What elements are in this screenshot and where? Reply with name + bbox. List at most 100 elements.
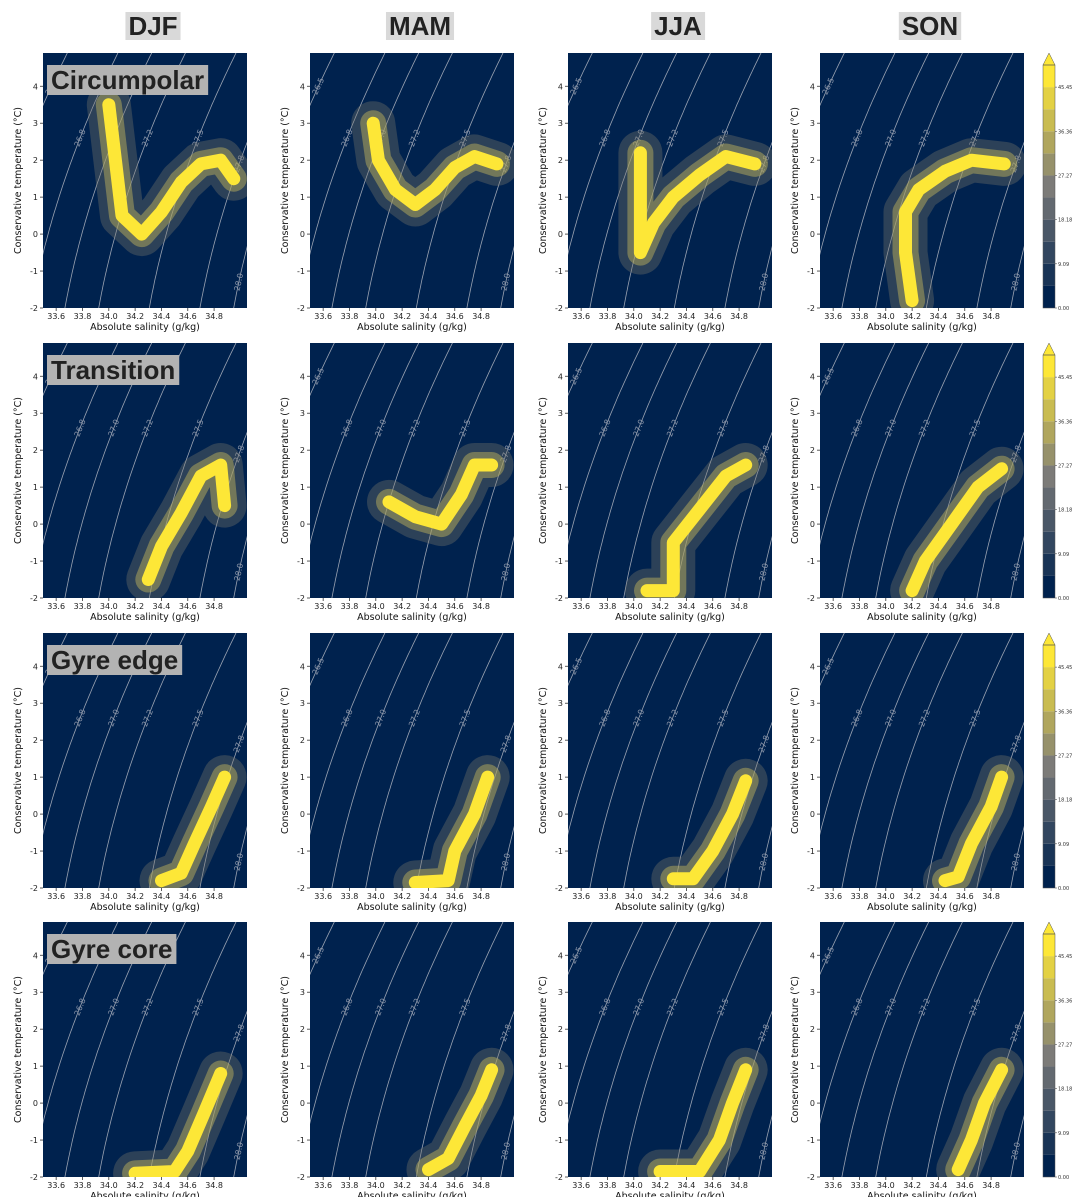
y-tick-label: 3: [33, 409, 38, 418]
y-tick-label: 2: [300, 446, 305, 455]
x-tick-label: 34.0: [877, 312, 895, 321]
isopycnal: [365, 922, 453, 1177]
density-core: [382, 458, 499, 531]
isopycnal: [589, 343, 678, 598]
x-tick-label: 34.8: [472, 312, 490, 321]
plot-background: [568, 53, 772, 308]
isopycnal: [466, 1010, 514, 1177]
colorbar-band: [1043, 219, 1055, 242]
y-axis-label: Conservative temperature (°C): [538, 976, 549, 1123]
x-tick-label: 34.0: [367, 1181, 385, 1190]
y-tick-label: 3: [33, 699, 38, 708]
colorbar-band: [1043, 934, 1055, 957]
isopycnal: [623, 343, 711, 598]
y-tick-label: 3: [300, 409, 305, 418]
colorbar-band: [1043, 1154, 1055, 1177]
y-tick-label: 0: [558, 1099, 563, 1108]
colorbar-band: [1043, 1088, 1055, 1111]
y-tick-label: 0: [300, 810, 305, 819]
isopycnal: [875, 922, 963, 1177]
x-tick-label: 33.8: [74, 892, 92, 901]
isopycnal: [233, 1114, 247, 1177]
x-tick-label: 34.2: [903, 312, 921, 321]
isopycnal: [43, 53, 68, 107]
isopycnal: [98, 53, 186, 308]
x-tick-label: 33.6: [824, 892, 842, 901]
x-tick-label: 33.8: [341, 602, 359, 611]
colorbar-band: [1043, 799, 1055, 822]
column-header: SON: [898, 11, 962, 41]
x-tick-label: 34.2: [651, 1181, 669, 1190]
x-axis-label: Absolute salinity (g/kg): [615, 322, 725, 333]
y-tick-label: -1: [30, 1136, 38, 1145]
plot-background: [43, 633, 247, 888]
colorbar-band: [1043, 733, 1055, 756]
colorbar-band: [1043, 465, 1055, 488]
plot-background: [310, 633, 514, 888]
x-tick-label: 34.4: [930, 312, 948, 321]
y-tick-label: -1: [555, 847, 563, 856]
colorbar-band: [1043, 377, 1055, 400]
y-axis-label: Conservative temperature (°C): [13, 976, 24, 1123]
colorbar-band: [1043, 978, 1055, 1001]
panel: 26.526.827.027.227.527.828.033.633.834.0…: [13, 633, 247, 913]
x-tick-label: 34.6: [446, 892, 464, 901]
plot-background: [310, 922, 514, 1177]
density-core: [633, 146, 762, 260]
isopycnal: [331, 922, 420, 1177]
isopycnal: [820, 53, 896, 256]
colorbar-band: [1043, 443, 1055, 466]
colorbar-band: [1043, 65, 1055, 88]
x-tick-label: 34.8: [982, 602, 1000, 611]
isopycnal-label: 28.0: [758, 1141, 771, 1160]
y-tick-label: 1: [300, 1062, 305, 1071]
isopycnal: [233, 535, 247, 598]
isopycnal: [820, 633, 845, 687]
y-tick-label: -1: [297, 267, 305, 276]
x-tick-label: 34.2: [393, 602, 411, 611]
y-tick-label: -2: [297, 594, 305, 603]
y-tick-label: 4: [558, 951, 563, 960]
colorbar-band: [1043, 87, 1055, 110]
x-tick-label: 34.6: [704, 602, 722, 611]
x-tick-label: 34.2: [651, 602, 669, 611]
x-axis-label: Absolute salinity (g/kg): [867, 612, 977, 623]
colorbar-band: [1043, 1000, 1055, 1023]
x-tick-label: 34.4: [420, 1181, 438, 1190]
y-tick-label: 4: [300, 951, 305, 960]
x-tick-label: 34.8: [982, 1181, 1000, 1190]
isopycnal: [589, 633, 678, 888]
x-tick-label: 34.0: [100, 892, 118, 901]
x-tick-label: 33.6: [824, 312, 842, 321]
y-tick-label: 4: [33, 662, 38, 671]
x-tick-label: 33.6: [824, 1181, 842, 1190]
y-tick-label: 0: [558, 810, 563, 819]
x-axis-label: Absolute salinity (g/kg): [615, 612, 725, 623]
x-tick-label: 34.2: [651, 312, 669, 321]
x-tick-label: 34.4: [930, 602, 948, 611]
colorbar-band: [1043, 1110, 1055, 1133]
density-core: [408, 770, 495, 888]
y-tick-label: 2: [33, 1025, 38, 1034]
isopycnal-label: 28.0: [233, 562, 246, 581]
colorbar-band: [1043, 777, 1055, 800]
x-tick-label: 34.6: [446, 312, 464, 321]
colorbar-tick-label: 36.36: [1058, 419, 1072, 425]
x-tick-label: 34.0: [367, 602, 385, 611]
isopycnal: [589, 53, 678, 308]
y-tick-label: 0: [300, 520, 305, 529]
colorbar-band: [1043, 109, 1055, 132]
y-tick-label: 2: [33, 446, 38, 455]
x-tick-label: 34.0: [877, 1181, 895, 1190]
x-tick-label: 34.4: [153, 892, 171, 901]
isopycnal: [1010, 535, 1024, 598]
y-tick-label: 3: [810, 119, 815, 128]
